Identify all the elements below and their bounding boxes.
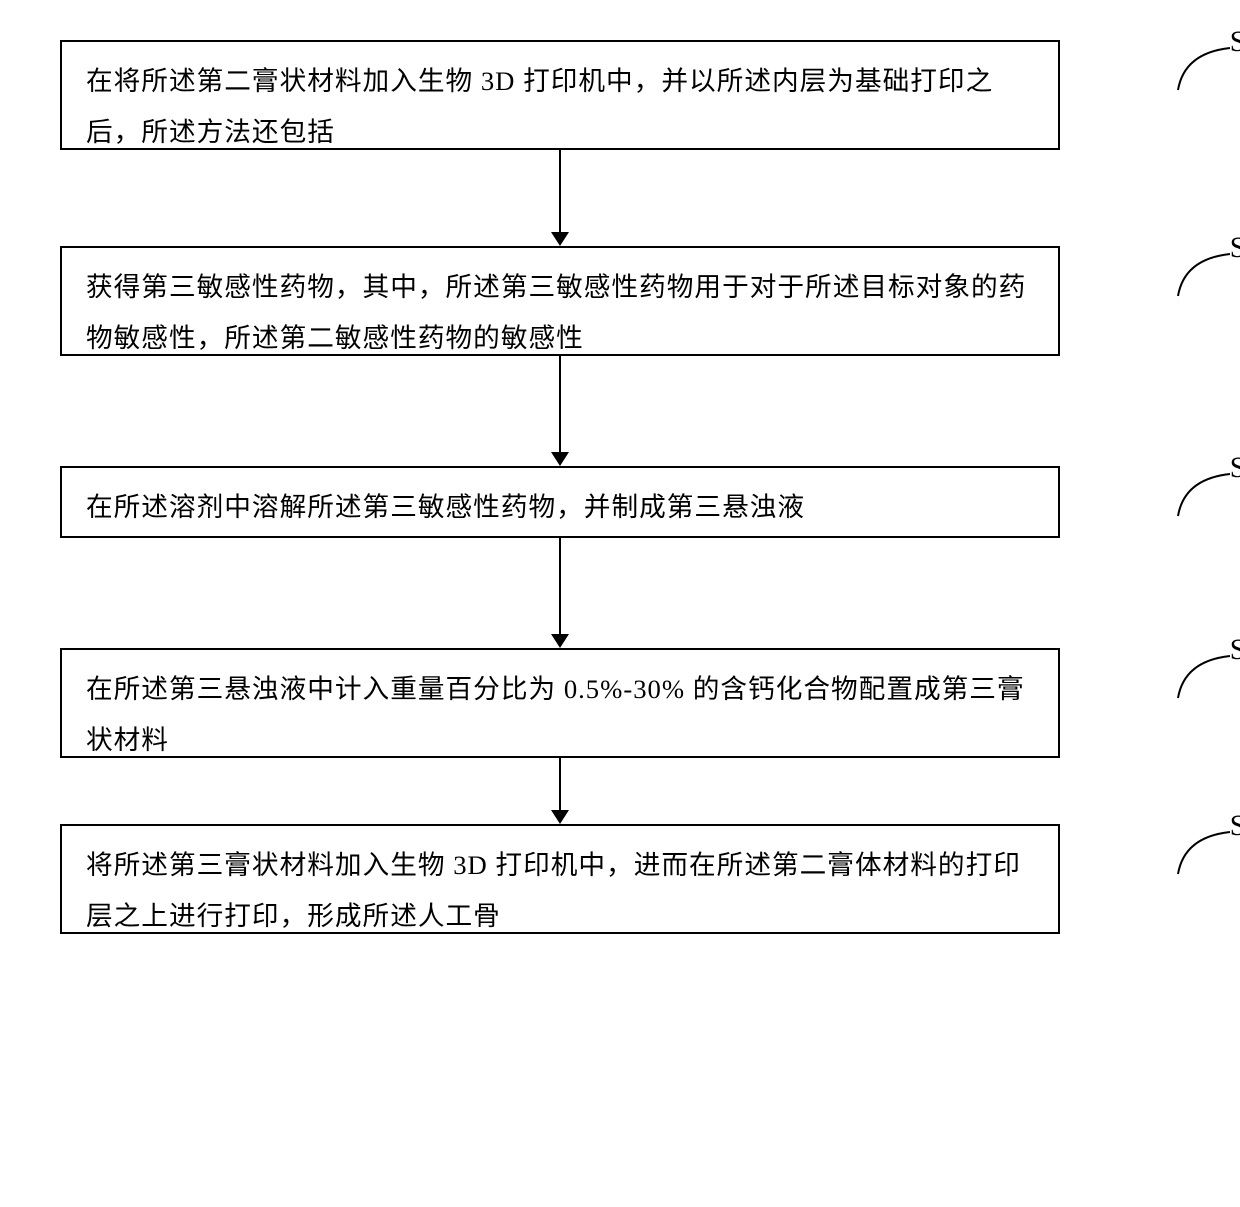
leader-curve bbox=[1176, 252, 1232, 303]
flowchart-container: 在将所述第二膏状材料加入生物 3D 打印机中，并以所述内层为基础打印之后，所述方… bbox=[60, 40, 1180, 934]
leader-curve bbox=[1176, 830, 1232, 881]
flow-step-S250: 将所述第三膏状材料加入生物 3D 打印机中，进而在所述第二膏体材料的打印层之上进… bbox=[60, 824, 1180, 934]
flow-step-S230: 在所述溶剂中溶解所述第三敏感性药物，并制成第三悬浊液S230 bbox=[60, 466, 1180, 538]
flow-box: 获得第三敏感性药物，其中，所述第三敏感性药物用于对于所述目标对象的药物敏感性，所… bbox=[60, 246, 1060, 356]
flow-box: 将所述第三膏状材料加入生物 3D 打印机中，进而在所述第二膏体材料的打印层之上进… bbox=[60, 824, 1060, 934]
flow-step-S210: 在将所述第二膏状材料加入生物 3D 打印机中，并以所述内层为基础打印之后，所述方… bbox=[60, 40, 1180, 150]
flow-step-S220: 获得第三敏感性药物，其中，所述第三敏感性药物用于对于所述目标对象的药物敏感性，所… bbox=[60, 246, 1180, 356]
arrow-connector bbox=[60, 758, 1060, 824]
arrow-connector bbox=[60, 538, 1060, 648]
flow-box: 在所述第三悬浊液中计入重量百分比为 0.5%-30% 的含钙化合物配置成第三膏状… bbox=[60, 648, 1060, 758]
arrow-connector bbox=[60, 150, 1060, 246]
arrow-connector bbox=[60, 356, 1060, 466]
flow-box: 在所述溶剂中溶解所述第三敏感性药物，并制成第三悬浊液 bbox=[60, 466, 1060, 538]
flow-step-S240: 在所述第三悬浊液中计入重量百分比为 0.5%-30% 的含钙化合物配置成第三膏状… bbox=[60, 648, 1180, 758]
flow-box: 在将所述第二膏状材料加入生物 3D 打印机中，并以所述内层为基础打印之后，所述方… bbox=[60, 40, 1060, 150]
leader-curve bbox=[1176, 46, 1232, 97]
leader-curve bbox=[1176, 654, 1232, 705]
leader-curve bbox=[1176, 472, 1232, 523]
